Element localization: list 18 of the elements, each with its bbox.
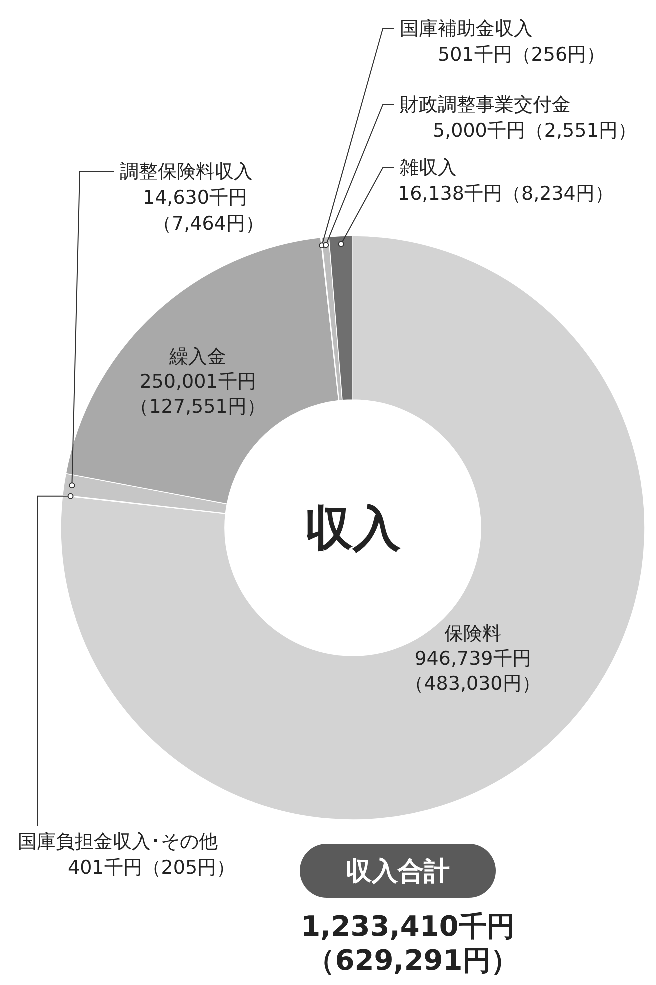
- data-label: 14,630千円（7,464円）: [143, 187, 264, 235]
- text: 1,233,410千円: [301, 910, 515, 943]
- data-label: 16,138千円（8,234円）: [398, 183, 614, 205]
- data-label: 5,000千円（2,551円）: [433, 120, 637, 142]
- slice-label: 雑収入: [400, 157, 457, 179]
- slice-label: 繰入金: [168, 346, 226, 368]
- data-label: 946,739千円（483,030円）: [405, 648, 541, 695]
- slice-label: 財政調整事業交付金: [400, 94, 571, 116]
- data-label: 401千円（205円）: [68, 857, 236, 879]
- text: （629,291円）: [307, 944, 519, 977]
- slice-label: 調整保険料収入: [120, 161, 253, 183]
- slice-label: 保険料: [444, 623, 502, 645]
- text: 収入合計: [346, 857, 450, 887]
- data-label: 250,001千円（127,551円）: [130, 371, 266, 418]
- text: 収入: [305, 501, 402, 557]
- slice-label: 国庫負担金収入･その他: [18, 831, 218, 853]
- data-label: 501千円（256円）: [438, 44, 606, 66]
- slice-label: 国庫補助金収入: [400, 18, 533, 40]
